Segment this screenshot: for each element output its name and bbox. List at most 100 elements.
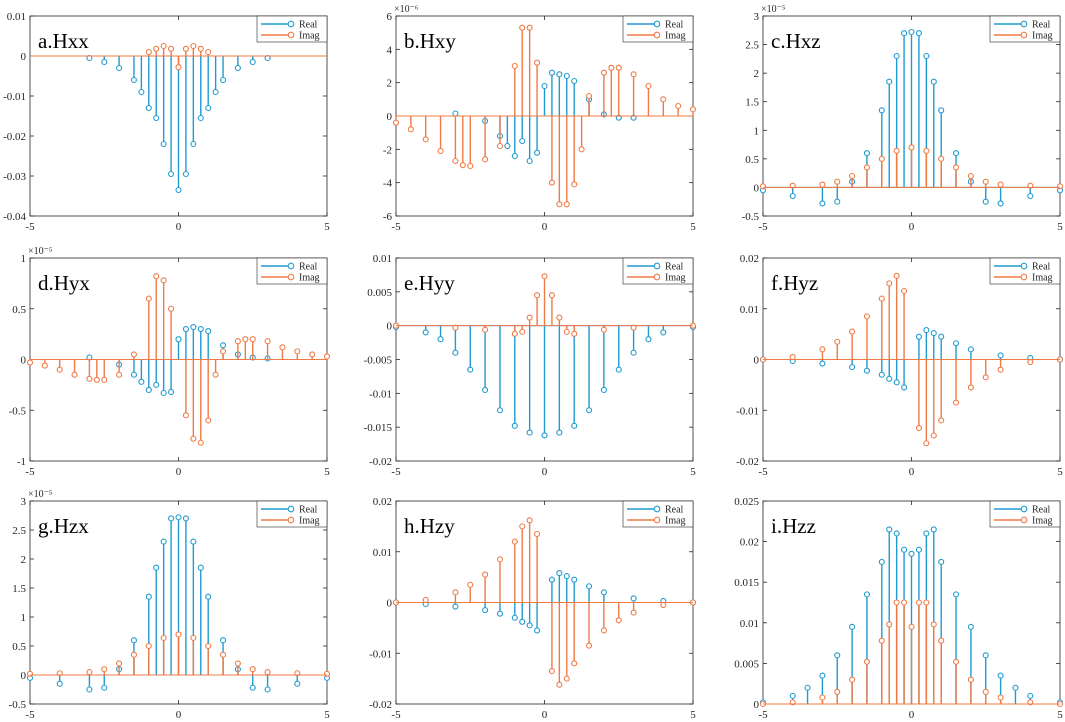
x-tick-label: 5 — [690, 221, 696, 233]
legend-marker — [287, 20, 295, 28]
y-tick-label: -0.02 — [369, 456, 392, 468]
stem-marker — [834, 338, 841, 345]
stem-marker — [26, 670, 34, 677]
stem-marker — [556, 681, 563, 688]
stem-marker — [407, 126, 414, 133]
stem-marker — [459, 162, 466, 169]
stem-marker — [556, 314, 563, 321]
stem-marker — [556, 570, 563, 577]
legend-marker — [653, 516, 661, 524]
stem-marker — [323, 670, 331, 677]
stem-marker — [893, 379, 900, 386]
stem-marker — [160, 389, 167, 397]
stem-marker — [645, 336, 652, 343]
stem-marker — [878, 295, 885, 302]
stem-marker — [834, 198, 841, 205]
stem-marker — [190, 140, 197, 148]
series-imag — [392, 273, 697, 337]
stem-marker — [600, 386, 607, 394]
stem-marker — [264, 686, 271, 693]
stem-marker — [615, 64, 622, 71]
y-tick-label: -0.015 — [364, 422, 393, 434]
stem-marker — [585, 407, 593, 414]
y-tick-label: -0.01 — [369, 648, 392, 660]
stem-marker — [175, 186, 182, 194]
stem-marker — [967, 172, 974, 180]
y-tick-label: 0 — [387, 321, 393, 333]
stem-marker — [212, 371, 219, 378]
y-tick-label: 0.01 — [740, 618, 759, 630]
stem-marker — [482, 571, 489, 578]
y-tick-label: 0.025 — [734, 496, 759, 508]
y-tick-label: 1 — [754, 125, 760, 137]
stem-marker — [249, 684, 256, 691]
stem-marker — [819, 200, 826, 207]
stem-marker — [615, 617, 622, 624]
y-tick-label: 0.005 — [367, 287, 392, 299]
stem-marker — [556, 201, 563, 208]
stem-marker — [541, 82, 548, 90]
stem-marker — [886, 526, 893, 533]
stem-marker — [422, 596, 429, 604]
stem-marker — [116, 64, 123, 72]
stem-marker — [205, 642, 212, 650]
series-real — [30, 54, 327, 194]
legend-label-imag: Imag — [299, 273, 320, 284]
stem-marker — [511, 422, 518, 429]
axis-multiplier: ×10⁻⁶ — [394, 4, 419, 15]
stem-marker — [1056, 183, 1064, 190]
series-imag — [26, 273, 331, 446]
y-tick-label: 1 — [21, 612, 27, 624]
legend-marker — [287, 273, 295, 281]
stem-marker — [967, 676, 974, 683]
x-tick-label: -5 — [391, 709, 401, 721]
stem-marker — [967, 346, 974, 353]
legend-marker — [1020, 31, 1028, 39]
stem-marker — [323, 353, 331, 360]
stem-marker — [952, 399, 960, 406]
stem-marker — [863, 164, 871, 171]
panel-title: f.Hyz — [771, 271, 818, 295]
legend-label-imag: Imag — [665, 516, 686, 527]
stem-marker — [511, 538, 518, 545]
legend-marker — [1020, 262, 1028, 270]
stem-marker — [153, 381, 160, 388]
stem-marker — [452, 157, 459, 165]
y-tick-label: -0.04 — [3, 211, 26, 223]
y-tick-label: -6 — [383, 211, 393, 223]
stem-marker — [938, 333, 945, 340]
x-tick-label: 0 — [176, 221, 182, 233]
stem-marker — [849, 172, 856, 180]
stem-marker — [145, 104, 152, 112]
stem-marker — [496, 610, 504, 617]
stem-marker — [534, 149, 541, 156]
stem-marker — [886, 78, 893, 85]
legend-label-imag: Imag — [299, 516, 320, 527]
stem-marker — [571, 576, 578, 583]
stem-marker — [600, 627, 607, 634]
stem-marker — [116, 660, 123, 667]
stem-marker — [1012, 684, 1019, 691]
stem-marker — [519, 523, 526, 530]
stem-marker — [138, 378, 145, 385]
stem-marker — [519, 328, 526, 335]
stem-marker — [967, 384, 974, 391]
y-tick-label: 3 — [21, 496, 27, 508]
y-tick-label: 0.01 — [373, 253, 392, 265]
stem-marker — [834, 688, 841, 695]
stem-marker — [130, 371, 137, 378]
stem-marker — [675, 102, 682, 110]
stem-marker — [496, 407, 504, 414]
legend-label-imag: Imag — [1032, 31, 1053, 42]
stem-marker — [437, 147, 444, 155]
y-tick-label: 0.5 — [12, 304, 26, 316]
y-tick-label: -2 — [383, 144, 392, 156]
stem-marker — [294, 348, 301, 355]
stem-marker — [482, 326, 489, 333]
y-tick-label: 1.5 — [12, 583, 26, 595]
stem-marker — [819, 346, 826, 353]
